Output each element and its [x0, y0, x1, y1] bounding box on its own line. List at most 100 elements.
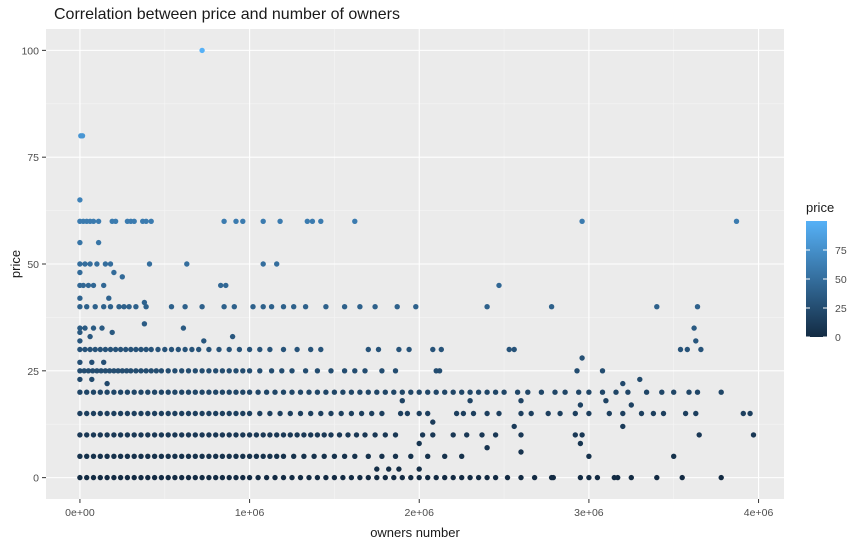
data-point — [77, 376, 83, 383]
data-point — [576, 389, 582, 395]
data-point — [97, 432, 104, 438]
data-point — [102, 261, 109, 267]
data-point — [145, 474, 151, 481]
data-point — [260, 304, 266, 310]
data-point — [111, 453, 117, 459]
data-point — [257, 346, 263, 353]
data-point — [131, 218, 137, 224]
data-point — [353, 432, 360, 438]
data-point — [233, 432, 239, 438]
data-point — [128, 368, 134, 374]
data-point — [179, 474, 185, 481]
data-point — [97, 410, 104, 417]
data-point — [79, 133, 86, 139]
data-point — [148, 368, 154, 374]
data-point — [84, 474, 90, 481]
data-point — [538, 389, 545, 395]
data-point — [233, 474, 239, 481]
data-point — [213, 368, 219, 374]
data-point — [408, 389, 414, 395]
data-point — [87, 261, 93, 267]
data-point — [158, 410, 165, 417]
data-point — [151, 389, 158, 395]
data-point — [331, 474, 338, 481]
data-point — [104, 389, 110, 395]
data-point — [151, 410, 158, 417]
data-point — [442, 389, 448, 395]
data-point — [628, 474, 634, 481]
data-point — [336, 432, 343, 438]
data-point — [102, 346, 109, 353]
data-point — [425, 474, 431, 481]
data-point — [686, 389, 692, 395]
data-point — [518, 474, 524, 481]
data-point — [579, 355, 585, 361]
data-point — [263, 474, 270, 481]
data-point — [691, 325, 697, 331]
data-point — [263, 389, 270, 395]
data-point — [586, 474, 592, 481]
data-point — [90, 325, 97, 331]
data-point — [358, 410, 365, 417]
data-point — [119, 274, 126, 280]
data-point — [442, 453, 448, 459]
data-point — [528, 410, 534, 417]
data-point — [182, 346, 188, 353]
data-point — [77, 239, 83, 246]
data-point — [165, 474, 171, 481]
data-point — [82, 261, 88, 267]
data-point — [260, 432, 266, 438]
data-point — [94, 368, 100, 374]
data-point — [684, 346, 690, 353]
data-point — [77, 346, 83, 353]
data-point — [80, 282, 87, 289]
data-point — [119, 368, 126, 374]
data-point — [158, 453, 165, 459]
data-point — [496, 282, 502, 289]
data-point — [425, 453, 431, 459]
data-point — [199, 304, 205, 310]
data-point — [747, 410, 753, 417]
data-point — [260, 453, 266, 459]
data-point — [85, 282, 92, 289]
data-point — [628, 402, 634, 408]
data-point — [396, 466, 402, 472]
data-point — [280, 346, 287, 353]
data-point — [141, 321, 148, 327]
data-point — [97, 453, 104, 459]
data-point — [274, 453, 280, 459]
data-point — [115, 368, 121, 374]
data-point — [501, 389, 507, 395]
data-point — [184, 261, 190, 267]
data-point — [693, 410, 699, 417]
legend-ticks: 0 25 50 75 — [806, 245, 847, 344]
data-point — [117, 453, 124, 459]
data-point — [484, 389, 490, 395]
data-point — [572, 410, 578, 417]
data-point — [374, 474, 380, 481]
data-point — [260, 218, 266, 224]
data-point — [101, 304, 107, 310]
data-point — [106, 368, 113, 374]
x-tick-label: 2e+06 — [404, 507, 434, 519]
data-point — [620, 380, 626, 387]
data-point — [185, 410, 192, 417]
data-point — [117, 432, 124, 438]
data-point — [318, 218, 324, 224]
data-point — [95, 218, 102, 224]
data-point — [77, 453, 83, 459]
data-point — [374, 389, 380, 395]
y-axis-title: price — [8, 250, 23, 278]
data-point — [459, 389, 465, 395]
data-point — [267, 410, 273, 417]
data-point — [280, 304, 287, 310]
data-point — [240, 453, 246, 459]
data-point — [253, 432, 260, 438]
data-point — [77, 261, 83, 267]
data-point — [382, 474, 388, 481]
data-point — [145, 389, 151, 395]
data-point — [280, 432, 287, 438]
data-point — [318, 346, 324, 353]
data-point — [77, 197, 83, 203]
